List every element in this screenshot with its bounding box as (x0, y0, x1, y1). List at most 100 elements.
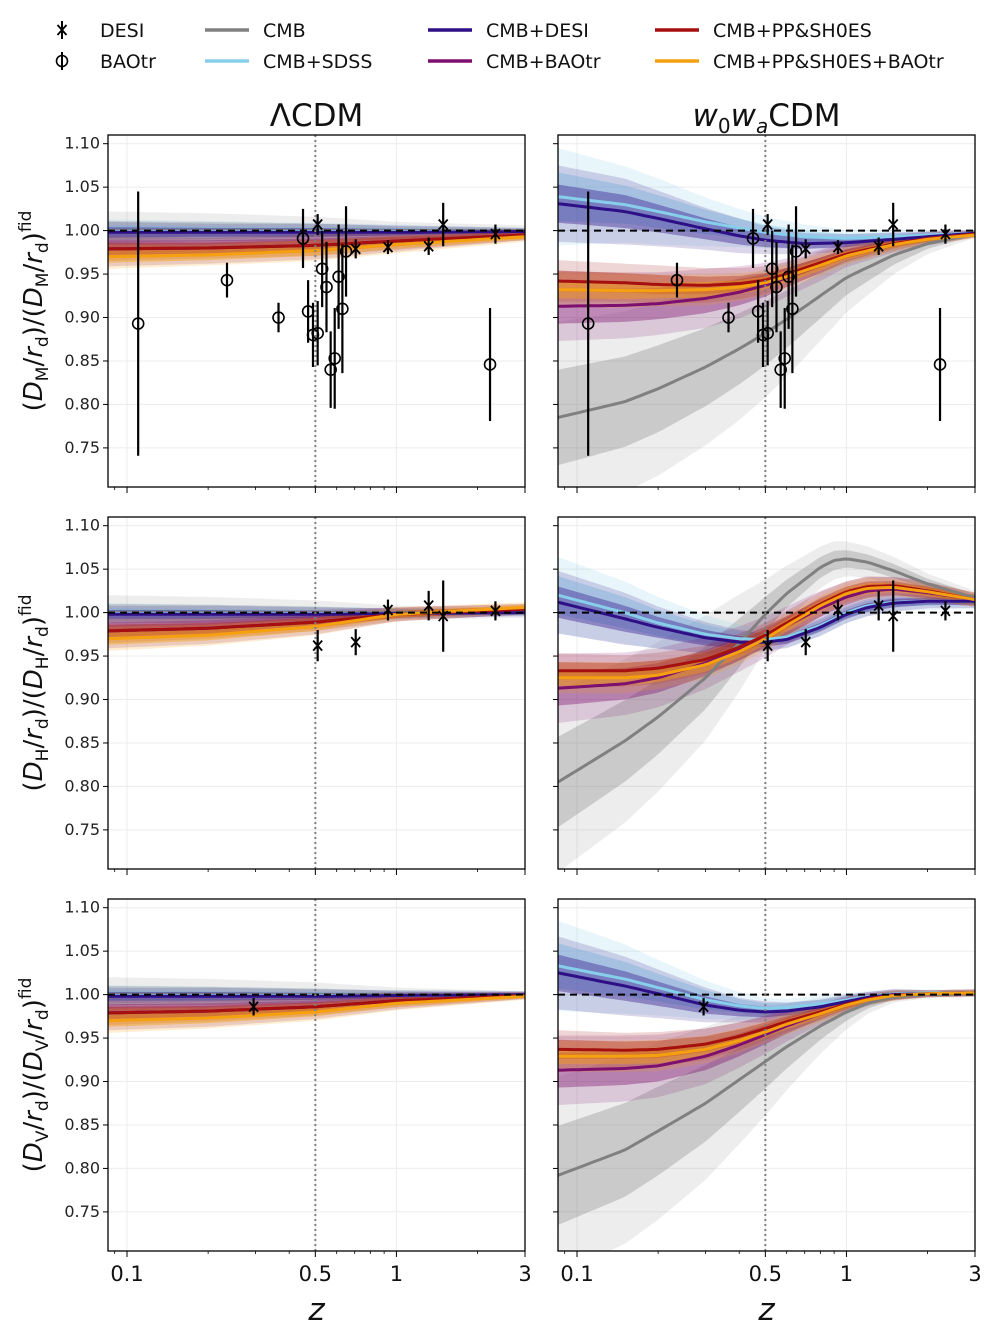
band-2sigma-cmb-ppandsh0es (558, 576, 975, 689)
desi-point (312, 640, 323, 652)
desi-point (438, 610, 449, 622)
band-cmb-ppandsh0es (558, 581, 975, 680)
baotr-point (320, 280, 333, 294)
y-tick-label: 0.75 (64, 820, 100, 839)
series-line-cmb-ppandsh0es-baotr (108, 235, 525, 259)
band-cmb (558, 232, 975, 466)
baotr-point (933, 358, 947, 371)
desi-point (873, 240, 884, 252)
desi-point (762, 218, 773, 231)
band-2sigma-cmb (558, 230, 975, 487)
y-tick-label: 0.75 (64, 438, 100, 457)
desi-point (248, 1001, 259, 1013)
legend-item-baotr: BAOtr (55, 51, 156, 73)
band-cmb-ppandsh0es (558, 991, 975, 1059)
series-line-cmb-ppandsh0es (108, 233, 525, 251)
legend-label: CMB (263, 20, 306, 42)
desi-point (438, 218, 449, 231)
desi-point (490, 228, 501, 240)
baotr-point (339, 245, 353, 258)
series-line-cmb-desi (108, 993, 525, 998)
ticks: 0.1 0.5 1 3 (553, 907, 982, 1286)
grid (108, 517, 526, 869)
baotr-point (789, 245, 803, 258)
baotr-point (722, 311, 735, 324)
panel-dm-w0wa (553, 134, 976, 493)
baotr-point (328, 352, 342, 365)
y-tick-label: 1.05 (64, 559, 100, 578)
y-tick-label: 0.95 (64, 264, 100, 283)
plot-area (558, 517, 975, 869)
panel-dv-lcdm: 0.75 0.80 0.85 0.90 0.95 1.00 1.05 1.10 0.1 0.5 1 3 (64, 898, 531, 1286)
panel-frame (107, 134, 526, 488)
plot-area (108, 517, 525, 869)
legend: DESI BAOtr CMB CMB+SDSS CMB+DESI CMB+BAOtr CMB… (55, 20, 944, 73)
desi-point (800, 636, 811, 648)
legend-item-cmb-sdss: CMB+SDSS (205, 51, 372, 73)
x-tick-label: 0.1 (110, 1262, 143, 1286)
desi-point (382, 241, 394, 253)
series-line-cmb-sdss (558, 195, 975, 240)
x-tick-label: 0.5 (299, 1262, 332, 1286)
legend-item-cmb-ppandsh0es-baotr: CMB+PP&SH0ES+BAOtr (655, 51, 944, 73)
legend-item-cmb-baotr: CMB+BAOtr (428, 51, 601, 73)
baotr-point (131, 317, 145, 330)
baotr-point (774, 363, 787, 376)
plot-area (108, 899, 525, 1251)
desi-point (873, 600, 884, 612)
desi-point (423, 240, 434, 252)
desi-point (888, 218, 899, 231)
band-2sigma-cmb-desi (558, 570, 975, 655)
legend-marker (56, 24, 68, 36)
band-cmb-desi (558, 586, 975, 649)
band-cmb-baotr (558, 991, 975, 1088)
ticks (553, 525, 976, 875)
legend-item-desi: DESI (56, 20, 144, 42)
series-line-cmb-ppandsh0es (108, 994, 525, 1015)
legend-item-cmb: CMB (205, 20, 306, 42)
baotr-point (782, 270, 795, 283)
panel-frame (557, 134, 976, 488)
x-tick-label: 0.5 (749, 1262, 782, 1286)
band-2sigma-cmb (558, 541, 975, 869)
y-tick-label: 1.10 (64, 516, 100, 535)
plot-area (558, 899, 975, 1251)
x-tick-label: 1 (390, 1262, 403, 1286)
grid (108, 899, 526, 1251)
x-axis-label: z (307, 1292, 325, 1328)
panel-frame (107, 898, 526, 1252)
panels: 0.75 0.80 0.85 0.90 0.95 1.00 1.05 1.10 0.75 0.80… (64, 134, 981, 1286)
ticks: 0.75 0.80 0.85 0.90 0.95 1.00 1.05 1.10 (64, 134, 526, 493)
y-tick-label: 1.00 (64, 603, 100, 622)
legend-label: CMB+DESI (486, 20, 589, 42)
desi-point (423, 600, 434, 612)
series-line-cmb (558, 232, 975, 419)
column-title: ΛCDM (270, 98, 363, 134)
plot-area (108, 135, 525, 487)
legend-item-cmb-ppandsh0es: CMB+PP&SH0ES (655, 20, 872, 42)
desi-point (350, 636, 361, 648)
baotr-point (483, 358, 497, 371)
column-title: w0waCDM (693, 98, 841, 138)
legend-label: CMB+PP&SH0ES+BAOtr (713, 51, 944, 73)
desi-point (940, 605, 951, 617)
y-axis-label: (DH/rd)/(DH/rd)fid (16, 594, 53, 791)
series-line-cmb-ppandsh0es-baotr (108, 994, 525, 1023)
band-2sigma-cmb-desi (558, 936, 975, 1023)
legend-label: DESI (100, 20, 144, 42)
baotr-point (315, 262, 329, 276)
baotr-point (296, 232, 310, 245)
panel-frame (557, 898, 976, 1252)
series-line-cmb-desi (558, 599, 975, 644)
y-tick-label: 1.05 (64, 941, 100, 960)
x-axis-label: z (757, 1292, 775, 1328)
y-tick-label: 0.75 (64, 1202, 100, 1221)
band-cmb-desi (558, 954, 975, 1018)
band-cmb (558, 550, 975, 828)
ticks (553, 143, 976, 493)
y-tick-label: 0.85 (64, 351, 100, 370)
y-tick-label: 1.10 (64, 134, 100, 153)
baotr-point (311, 326, 324, 340)
legend-item-cmb-desi: CMB+DESI (428, 20, 589, 42)
y-tick-label: 1.05 (64, 177, 100, 196)
